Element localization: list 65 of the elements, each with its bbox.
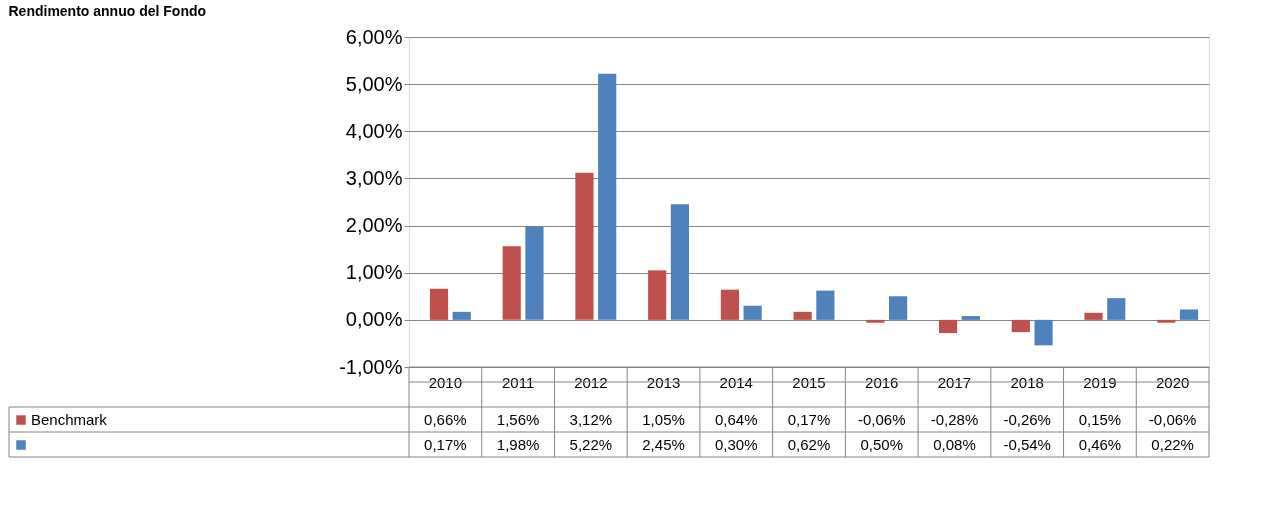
x-tick-label: 2013: [646, 373, 681, 391]
data-label: 0,30%: [715, 436, 758, 453]
data-label: -0,06%: [1148, 411, 1197, 428]
bar: [743, 305, 762, 320]
x-tick-label: 2020: [1155, 373, 1190, 391]
bar: [598, 73, 617, 320]
x-tick-label: 2016: [865, 373, 899, 391]
bar: [816, 290, 835, 320]
data-label: 3,12%: [569, 411, 613, 428]
bar: [525, 226, 544, 320]
bar: [1107, 298, 1126, 320]
x-tick-label: 2019: [1083, 373, 1117, 391]
y-tick-label: -1,00%: [339, 355, 403, 378]
bar: [866, 319, 885, 323]
data-label: 1,56%: [496, 411, 540, 428]
x-tick-label: 2018: [1010, 373, 1044, 391]
x-tick-label: 2010: [428, 373, 463, 391]
x-tick-label: 2014: [719, 373, 753, 391]
bar: [1179, 309, 1199, 320]
bar: [1084, 312, 1103, 320]
bar: [889, 296, 908, 320]
y-tick-label: 0,00%: [345, 308, 403, 331]
bar: [502, 246, 521, 320]
data-label: 0,46%: [1078, 436, 1122, 453]
data-label: -0,28%: [930, 411, 979, 428]
bar: [720, 289, 739, 320]
bar: [793, 311, 812, 320]
data-label: 2,45%: [642, 436, 685, 453]
bar: [452, 311, 471, 320]
bar: [429, 288, 449, 320]
bar: [648, 270, 667, 320]
y-tick-label: 4,00%: [345, 119, 403, 142]
y-tick-label: 6,00%: [345, 25, 403, 48]
data-label: 0,08%: [933, 436, 976, 453]
data-label: 1,05%: [642, 411, 685, 428]
x-tick-label: 2011: [501, 373, 535, 391]
bar: [961, 316, 980, 320]
data-label: 0,66%: [424, 411, 467, 428]
y-tick-label: 2,00%: [345, 214, 403, 237]
data-label: 0,22%: [1151, 436, 1194, 453]
bar: [1034, 319, 1053, 346]
y-tick-label: 5,00%: [345, 72, 403, 95]
data-label: 0,64%: [715, 411, 758, 428]
bar: [670, 204, 689, 320]
data-label: -0,06%: [857, 411, 906, 428]
legend-label: Benchmark: [31, 411, 108, 428]
x-tick-label: 2012: [574, 373, 608, 391]
data-label: -0,26%: [1003, 411, 1051, 428]
bar: [575, 172, 594, 320]
bar: [1157, 319, 1176, 323]
bar: [1011, 319, 1030, 333]
text: Rendimento annuo del Fondo: [8, 3, 207, 19]
data-label: 0,15%: [1078, 411, 1122, 428]
data-label: 1,98%: [496, 436, 540, 453]
data-label: 0,17%: [787, 411, 831, 428]
data-label: 5,22%: [569, 436, 613, 453]
data-label: 0,62%: [787, 436, 831, 453]
x-tick-label: 2015: [792, 373, 826, 391]
data-label: 0,50%: [860, 436, 903, 453]
y-tick-label: 1,00%: [345, 261, 403, 284]
y-tick-label: 3,00%: [345, 166, 403, 189]
data-label: -0,54%: [1003, 436, 1051, 453]
data-label: 0,17%: [424, 436, 467, 453]
bar: [939, 319, 958, 334]
x-tick-label: 2017: [937, 373, 972, 391]
